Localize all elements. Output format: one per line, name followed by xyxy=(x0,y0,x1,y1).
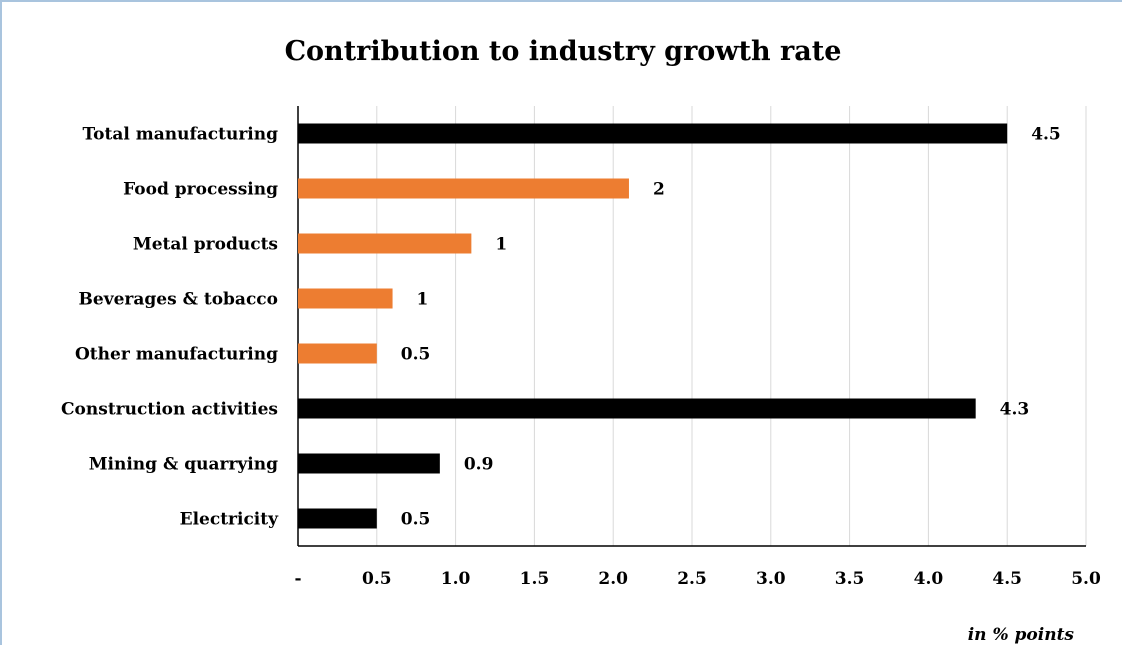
bar xyxy=(298,508,377,529)
category-label: Total manufacturing xyxy=(82,125,278,145)
x-tick-label: 3.0 xyxy=(756,569,786,589)
x-tick-label: 2.5 xyxy=(677,569,707,589)
category-label: Metal products xyxy=(133,235,278,255)
bar xyxy=(298,453,440,474)
bar xyxy=(298,178,629,199)
x-tick-label: 2.0 xyxy=(598,569,628,589)
data-label: 1 xyxy=(495,235,507,255)
x-tick-label: 1.0 xyxy=(441,569,471,589)
x-tick-label: 0.5 xyxy=(362,569,392,589)
category-label: Construction activities xyxy=(61,400,278,420)
x-tick-label: - xyxy=(294,569,301,589)
data-label: 1 xyxy=(417,290,429,310)
data-label: 4.5 xyxy=(1031,125,1061,145)
bar xyxy=(298,398,976,419)
data-label: 0.5 xyxy=(401,510,431,530)
x-tick-label: 5.0 xyxy=(1071,569,1101,589)
bar xyxy=(298,233,472,254)
x-tick-label: 4.5 xyxy=(992,569,1022,589)
category-label: Food processing xyxy=(123,180,278,200)
category-label: Mining & quarrying xyxy=(89,455,278,475)
data-label: 0.9 xyxy=(464,455,494,475)
category-label: Beverages & tobacco xyxy=(79,290,278,310)
data-label: 4.3 xyxy=(1000,400,1030,420)
x-tick-label: 4.0 xyxy=(914,569,944,589)
category-label: Electricity xyxy=(180,510,280,530)
category-label: Other manufacturing xyxy=(75,345,278,365)
x-tick-label: 1.5 xyxy=(520,569,550,589)
data-label: 0.5 xyxy=(401,345,431,365)
bar xyxy=(298,343,377,364)
bar xyxy=(298,288,393,309)
chart-title: Contribution to industry growth rate xyxy=(284,36,842,67)
x-axis-label: in % points xyxy=(967,625,1074,645)
data-label: 2 xyxy=(653,180,665,200)
x-tick-label: 3.5 xyxy=(835,569,865,589)
bar xyxy=(298,123,1008,144)
